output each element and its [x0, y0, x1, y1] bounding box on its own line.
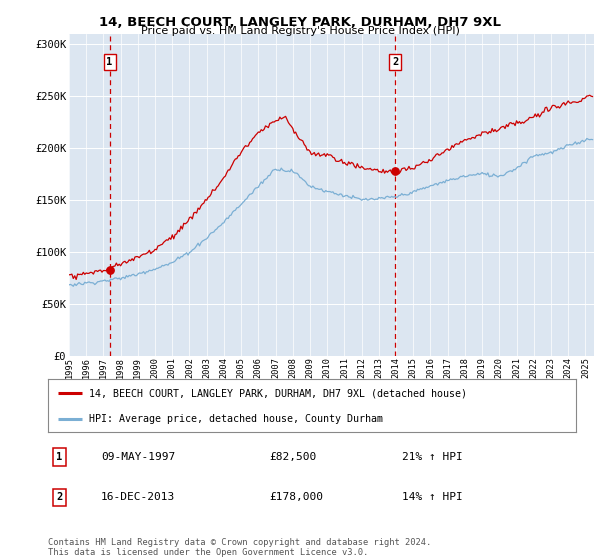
Text: 1: 1 [106, 57, 113, 67]
Point [105, 265, 115, 274]
Text: Price paid vs. HM Land Registry's House Price Index (HPI): Price paid vs. HM Land Registry's House … [140, 26, 460, 36]
Text: 14, BEECH COURT, LANGLEY PARK, DURHAM, DH7 9XL: 14, BEECH COURT, LANGLEY PARK, DURHAM, D… [99, 16, 501, 29]
Text: 14, BEECH COURT, LANGLEY PARK, DURHAM, DH7 9XL (detached house): 14, BEECH COURT, LANGLEY PARK, DURHAM, D… [89, 389, 467, 399]
Text: 21% ↑ HPI: 21% ↑ HPI [402, 452, 463, 462]
Text: £82,500: £82,500 [270, 452, 317, 462]
Text: 2: 2 [392, 57, 398, 67]
Text: HPI: Average price, detached house, County Durham: HPI: Average price, detached house, Coun… [89, 414, 383, 424]
Point [391, 166, 400, 175]
Text: 1: 1 [56, 452, 63, 462]
Text: 16-DEC-2013: 16-DEC-2013 [101, 492, 175, 502]
Text: Contains HM Land Registry data © Crown copyright and database right 2024.
This d: Contains HM Land Registry data © Crown c… [48, 538, 431, 557]
Text: 14% ↑ HPI: 14% ↑ HPI [402, 492, 463, 502]
Text: 2: 2 [56, 492, 63, 502]
Text: £178,000: £178,000 [270, 492, 324, 502]
Text: 09-MAY-1997: 09-MAY-1997 [101, 452, 175, 462]
